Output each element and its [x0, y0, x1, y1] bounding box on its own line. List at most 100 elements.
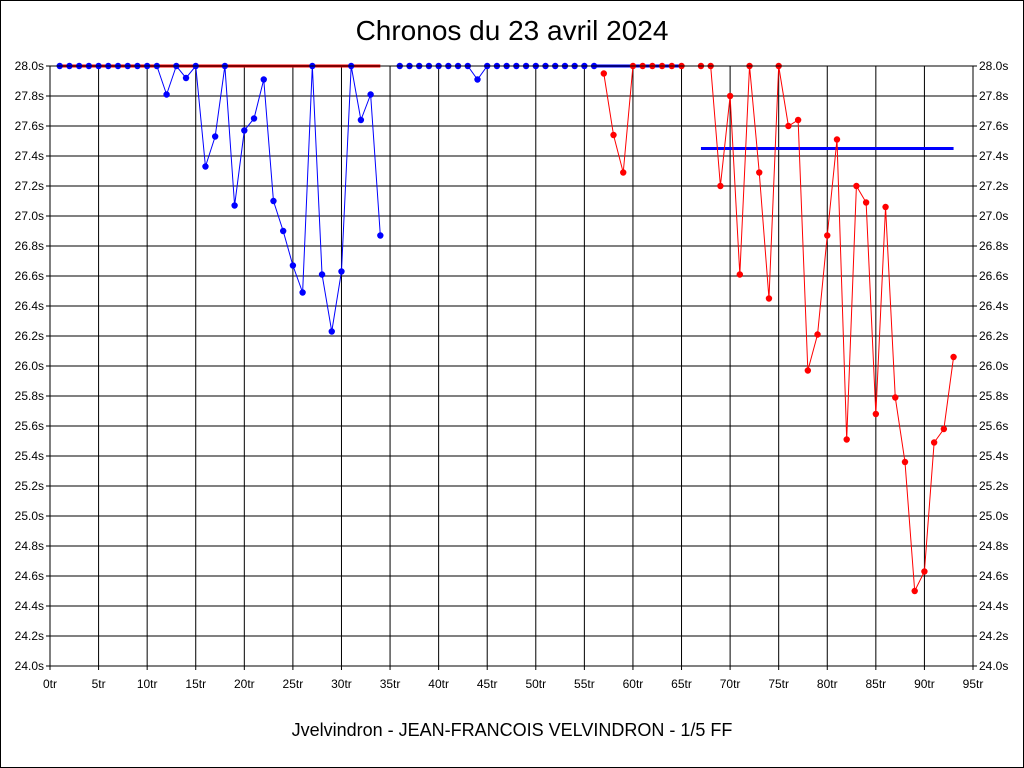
y-tick-label: 28.0s [15, 59, 44, 73]
data-point [250, 115, 258, 122]
x-tick-label: 25tr [283, 677, 304, 691]
data-point [901, 458, 909, 466]
y-tick-label-right: 26.6s [979, 269, 1008, 283]
x-tick-label: 20tr [234, 677, 255, 691]
data-point [717, 182, 724, 190]
y-tick-label: 25.6s [15, 419, 44, 433]
data-point [736, 271, 744, 278]
y-tick-label: 27.4s [15, 149, 44, 163]
x-tick-label: 55tr [574, 677, 595, 691]
x-tick-label: 80tr [817, 677, 838, 691]
data-point [328, 328, 335, 335]
y-axis-right: 24.0s 24.2s 24.4s 24.6s 24.8s 25.0s 25.2s 25.4s… [973, 59, 1008, 673]
data-point [474, 76, 481, 83]
y-tick-label: 24.2s [15, 629, 44, 643]
y-tick-label: 25.4s [15, 449, 44, 463]
data-point [357, 116, 365, 124]
y-tick-label-right: 27.0s [979, 209, 1008, 223]
y-tick-label-right: 26.4s [979, 299, 1008, 313]
reference-lines [59, 64, 954, 150]
y-tick-label-right: 27.2s [979, 179, 1008, 193]
y-tick-label-right: 25.0s [979, 509, 1008, 523]
x-tick-label: 45tr [477, 677, 498, 691]
y-tick-label: 26.0s [15, 359, 44, 373]
y-tick-label-right: 24.8s [979, 539, 1008, 553]
data-point [299, 289, 306, 296]
data-point [872, 410, 880, 418]
data-point [610, 131, 617, 139]
data-point [882, 203, 889, 211]
data-point [756, 169, 763, 176]
y-tick-label-right: 25.8s [979, 389, 1008, 403]
data-point [726, 92, 734, 100]
data-point [785, 122, 792, 130]
y-tick-label: 26.6s [15, 269, 44, 283]
y-tick-label: 24.4s [15, 599, 44, 613]
data-point [950, 353, 957, 361]
y-tick-label: 27.0s [15, 209, 44, 223]
y-tick-label-right: 25.6s [979, 419, 1008, 433]
x-tick-label: 0tr [43, 677, 57, 691]
y-tick-label-right: 26.8s [979, 239, 1008, 253]
x-tick-label: 70tr [720, 677, 741, 691]
grid-lines [49, 65, 974, 667]
data-point [804, 367, 812, 374]
series-1 [56, 62, 384, 335]
y-tick-label: 25.0s [15, 509, 44, 523]
y-tick-label-right: 28.0s [979, 59, 1008, 73]
y-tick-label: 26.2s [15, 329, 44, 343]
data-point [824, 232, 831, 239]
y-tick-label-right: 24.4s [979, 599, 1008, 613]
chart-title: Chronos du 23 avril 2024 [355, 15, 669, 46]
data-point [367, 91, 374, 98]
y-tick-label: 26.4s [15, 299, 44, 313]
data-point [260, 76, 267, 83]
series-3 [600, 62, 685, 176]
y-tick-label: 24.0s [15, 659, 44, 673]
data-point [241, 127, 248, 134]
y-tick-label: 27.6s [15, 119, 44, 133]
x-tick-label: 35tr [380, 677, 401, 691]
x-tick-label: 85tr [865, 677, 886, 691]
y-tick-label-right: 24.2s [979, 629, 1008, 643]
data-point [765, 295, 773, 302]
y-tick-label: 24.8s [15, 539, 44, 553]
data-point [318, 271, 326, 278]
y-tick-label-right: 25.2s [979, 479, 1008, 493]
series-line [59, 64, 381, 332]
data-point [911, 587, 918, 595]
x-tick-label: 15tr [185, 677, 206, 691]
x-tick-label: 60tr [623, 677, 644, 691]
data-point [338, 268, 345, 275]
data-point [289, 262, 297, 269]
y-tick-label-right: 24.0s [979, 659, 1008, 673]
data-point [600, 70, 607, 77]
y-tick-label-right: 26.0s [979, 359, 1008, 373]
data-point [620, 169, 627, 176]
x-tick-label: 40tr [428, 677, 449, 691]
data-point [202, 163, 209, 170]
data-point [814, 331, 821, 338]
data-point [231, 202, 238, 209]
x-tick-label: 90tr [914, 677, 935, 691]
data-point [211, 133, 219, 140]
y-tick-label-right: 24.6s [979, 569, 1008, 583]
x-tick-label: 10tr [137, 677, 158, 691]
y-tick-label-right: 27.4s [979, 149, 1008, 163]
x-tick-label: 5tr [92, 677, 106, 691]
x-tick-label: 75tr [768, 677, 789, 691]
data-point [921, 568, 928, 575]
chart-footer: Jvelvindron - JEAN-FRANCOIS VELVINDRON -… [291, 720, 733, 740]
series-line [603, 65, 682, 173]
data-point [862, 199, 870, 206]
x-tick-label: 30tr [331, 677, 352, 691]
x-tick-label: 65tr [671, 677, 692, 691]
data-point [843, 436, 850, 443]
data-point [794, 116, 802, 124]
data-point [892, 394, 899, 401]
x-tick-label: 50tr [525, 677, 546, 691]
y-tick-label-right: 26.2s [979, 329, 1008, 343]
data-point [853, 182, 860, 190]
y-tick-label: 27.8s [15, 89, 44, 103]
series-4 [697, 62, 957, 595]
